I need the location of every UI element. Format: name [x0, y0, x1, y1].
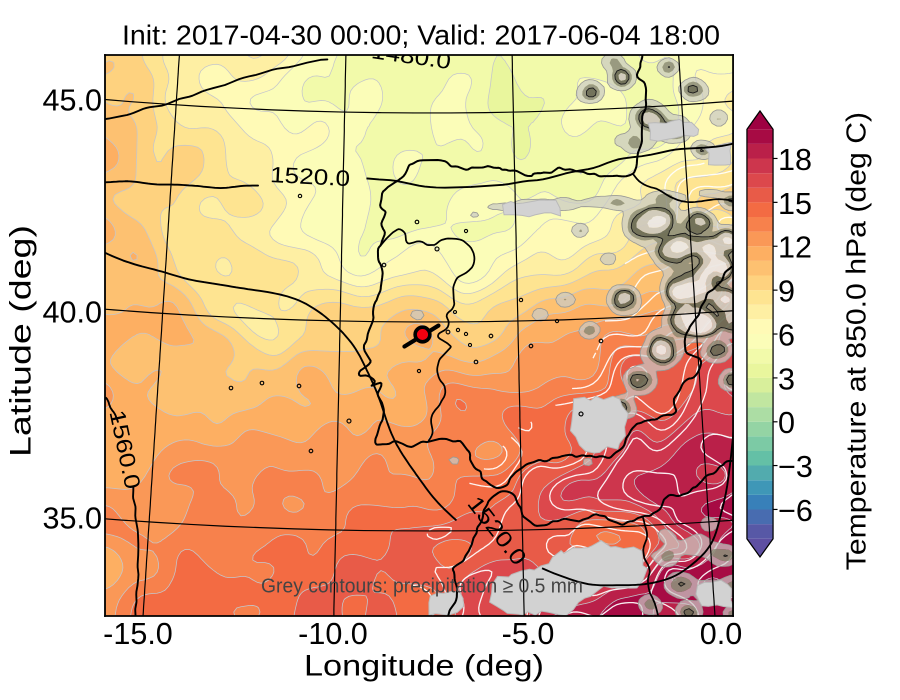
- svg-text:0: 0: [778, 406, 795, 440]
- svg-text:45.0: 45.0: [43, 83, 102, 117]
- svg-text:3: 3: [778, 362, 795, 396]
- svg-text:Longitude (deg): Longitude (deg): [304, 651, 544, 683]
- svg-text:15: 15: [778, 187, 812, 221]
- svg-text:35.0: 35.0: [43, 501, 102, 535]
- svg-text:1520.0: 1520.0: [270, 162, 351, 191]
- svg-text:Latitude (deg): Latitude (deg): [6, 225, 38, 457]
- svg-text:-10.0: -10.0: [298, 617, 368, 651]
- svg-text:18: 18: [778, 143, 812, 177]
- svg-text:6: 6: [778, 318, 795, 352]
- svg-text:Temperature at 850.0 hPa (deg: Temperature at 850.0 hPa (deg C): [841, 112, 872, 570]
- svg-text:Init: 2017-04-30 00:00; Valid:: Init: 2017-04-30 00:00; Valid: 2017-06-0…: [122, 20, 720, 51]
- svg-text:12: 12: [778, 231, 812, 265]
- svg-text:−3: −3: [778, 450, 813, 484]
- svg-text:-5.0: -5.0: [502, 617, 555, 651]
- svg-text:40.0: 40.0: [43, 295, 102, 329]
- svg-text:9: 9: [778, 275, 795, 309]
- svg-text:Grey contours: precipitation ≥: Grey contours: precipitation ≥ 0.5 mm: [261, 576, 583, 598]
- svg-text:0.0: 0.0: [700, 617, 742, 651]
- svg-text:-15.0: -15.0: [103, 617, 173, 651]
- svg-text:−6: −6: [778, 494, 813, 528]
